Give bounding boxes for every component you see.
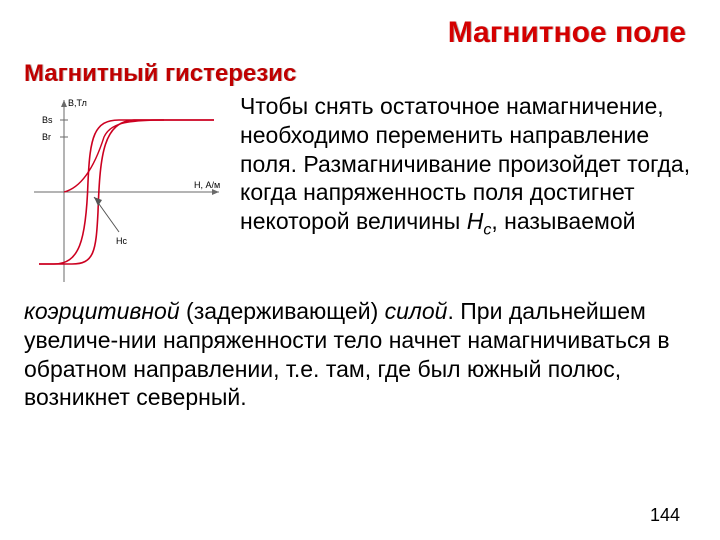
page-title: Магнитное поле (24, 16, 686, 50)
svg-text:B,Тл: B,Тл (68, 98, 87, 108)
force-word: силой (385, 298, 448, 324)
section-subtitle: Магнитный гистерезис (24, 60, 696, 88)
hysteresis-chart: B,Тл H, А/м Bs Br Hc (24, 92, 234, 297)
page-number: 144 (650, 505, 680, 526)
svg-text:Bs: Bs (42, 115, 53, 125)
body-text-right: Чтобы снять остаточное намагничение, нео… (240, 92, 696, 240)
svg-text:H, А/м: H, А/м (194, 180, 220, 190)
coercive-word: коэрцитивной (24, 298, 180, 324)
hc-symbol: H (467, 208, 484, 234)
svg-text:Hc: Hc (116, 236, 127, 246)
after-hc: , называемой (491, 208, 635, 234)
content-row: B,Тл H, А/м Bs Br Hc Чтобы снять остаточное … (24, 92, 696, 297)
body-text-bottom: коэрцитивной (задерживающей) силой. При … (24, 297, 696, 412)
svg-text:Br: Br (42, 132, 51, 142)
paren-text: (задерживающей) (180, 298, 385, 324)
